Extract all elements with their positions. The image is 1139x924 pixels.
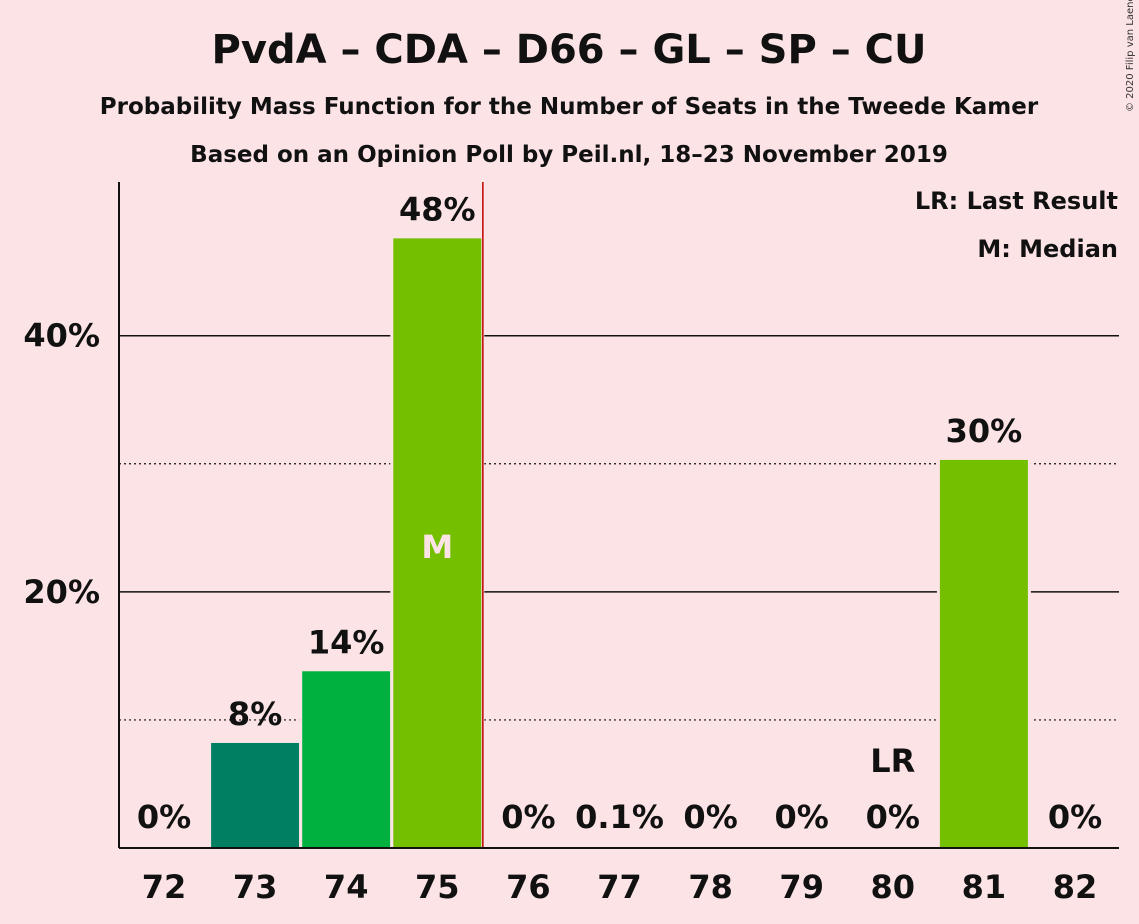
x-tick-label-82: 82 [1053, 868, 1098, 906]
x-tick-label-75: 75 [415, 868, 460, 906]
value-label-73: 8% [228, 695, 282, 733]
median-marker: M [421, 528, 453, 566]
x-tick-label-76: 76 [506, 868, 551, 906]
x-tick-label-78: 78 [688, 868, 733, 906]
value-label-79: 0% [775, 798, 829, 836]
x-tick-label-80: 80 [871, 868, 916, 906]
x-tick-label-74: 74 [324, 868, 369, 906]
x-tick-label-73: 73 [233, 868, 278, 906]
bar-75 [393, 238, 482, 847]
x-axis-tick-labels: 72 73 74 75 76 77 78 79 80 81 82 [142, 868, 1098, 906]
chart-title: PvdA – CDA – D66 – GL – SP – CU [212, 27, 927, 73]
x-tick-label-81: 81 [962, 868, 1007, 906]
value-label-82: 0% [1048, 798, 1102, 836]
value-label-76: 0% [501, 798, 555, 836]
value-label-77: 0.1% [575, 798, 664, 836]
legend-median: M: Median [977, 235, 1118, 263]
bar-81 [939, 459, 1028, 847]
bars [208, 235, 1031, 848]
last-result-marker: LR [870, 742, 915, 780]
bar-74 [302, 671, 391, 847]
chart-subtitle-poll: Based on an Opinion Poll by Peil.nl, 18–… [190, 142, 948, 168]
x-tick-label-72: 72 [142, 868, 187, 906]
x-tick-label-77: 77 [597, 868, 642, 906]
y-tick-label: 20% [23, 573, 100, 611]
chart-subtitle: Probability Mass Function for the Number… [100, 94, 1039, 120]
value-label-78: 0% [683, 798, 737, 836]
value-label-75: 48% [399, 190, 476, 228]
y-axis-tick-labels: 20% 40% [23, 317, 100, 611]
value-label-81: 30% [946, 412, 1023, 450]
value-label-74: 14% [308, 623, 385, 661]
bar-73 [211, 742, 300, 847]
legend-last-result: LR: Last Result [915, 187, 1118, 215]
copyright-note: © 2020 Filip van Laenen [1125, 0, 1136, 112]
bar-value-labels: 0% 8% 14% 48% 0% 0.1% 0% 0% 0% 30% 0% M LR [137, 182, 1102, 848]
value-label-80: 0% [866, 798, 920, 836]
y-tick-label: 40% [23, 317, 100, 355]
x-tick-label-79: 79 [779, 868, 824, 906]
value-label-72: 0% [137, 798, 191, 836]
